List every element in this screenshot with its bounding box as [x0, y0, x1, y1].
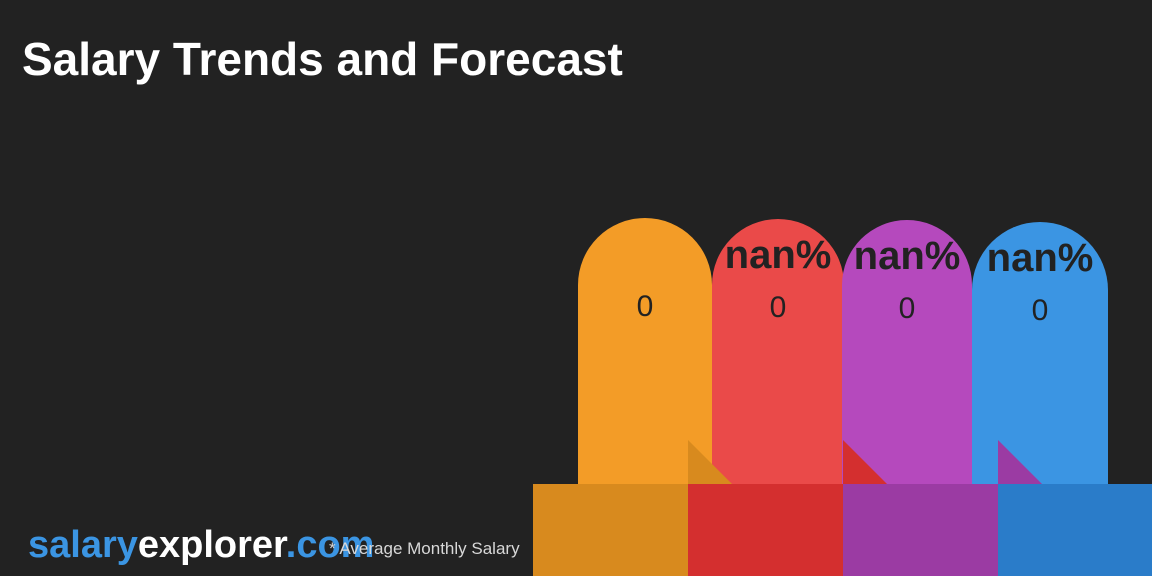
footnote: * Average Monthly Salary [329, 539, 520, 559]
chart-title: Salary Trends and Forecast [22, 32, 623, 86]
bar-base-wedge [998, 440, 1042, 484]
bar-base [998, 484, 1152, 576]
bar-value-label: 0 [578, 290, 712, 324]
bar-value-label: 0 [712, 291, 844, 325]
bar-value-label: 0 [842, 292, 972, 326]
bar-base [843, 484, 998, 576]
bar-base-wedge [843, 440, 887, 484]
bar-base [688, 484, 843, 576]
chart-canvas: Salary Trends and Forecast0nan%0nan%0nan… [0, 0, 1152, 576]
brand-part-1: salary [28, 524, 138, 566]
brand-logo: salaryexplorer.com [28, 524, 374, 567]
bar-base [533, 484, 688, 576]
bar-value-label: 0 [972, 294, 1108, 328]
bar-pct-label: nan% [842, 234, 972, 279]
bar-pct-label: nan% [712, 233, 844, 278]
bar-pct-label: nan% [972, 236, 1108, 281]
brand-part-2: explorer [138, 524, 286, 566]
bar-base-wedge [688, 440, 732, 484]
